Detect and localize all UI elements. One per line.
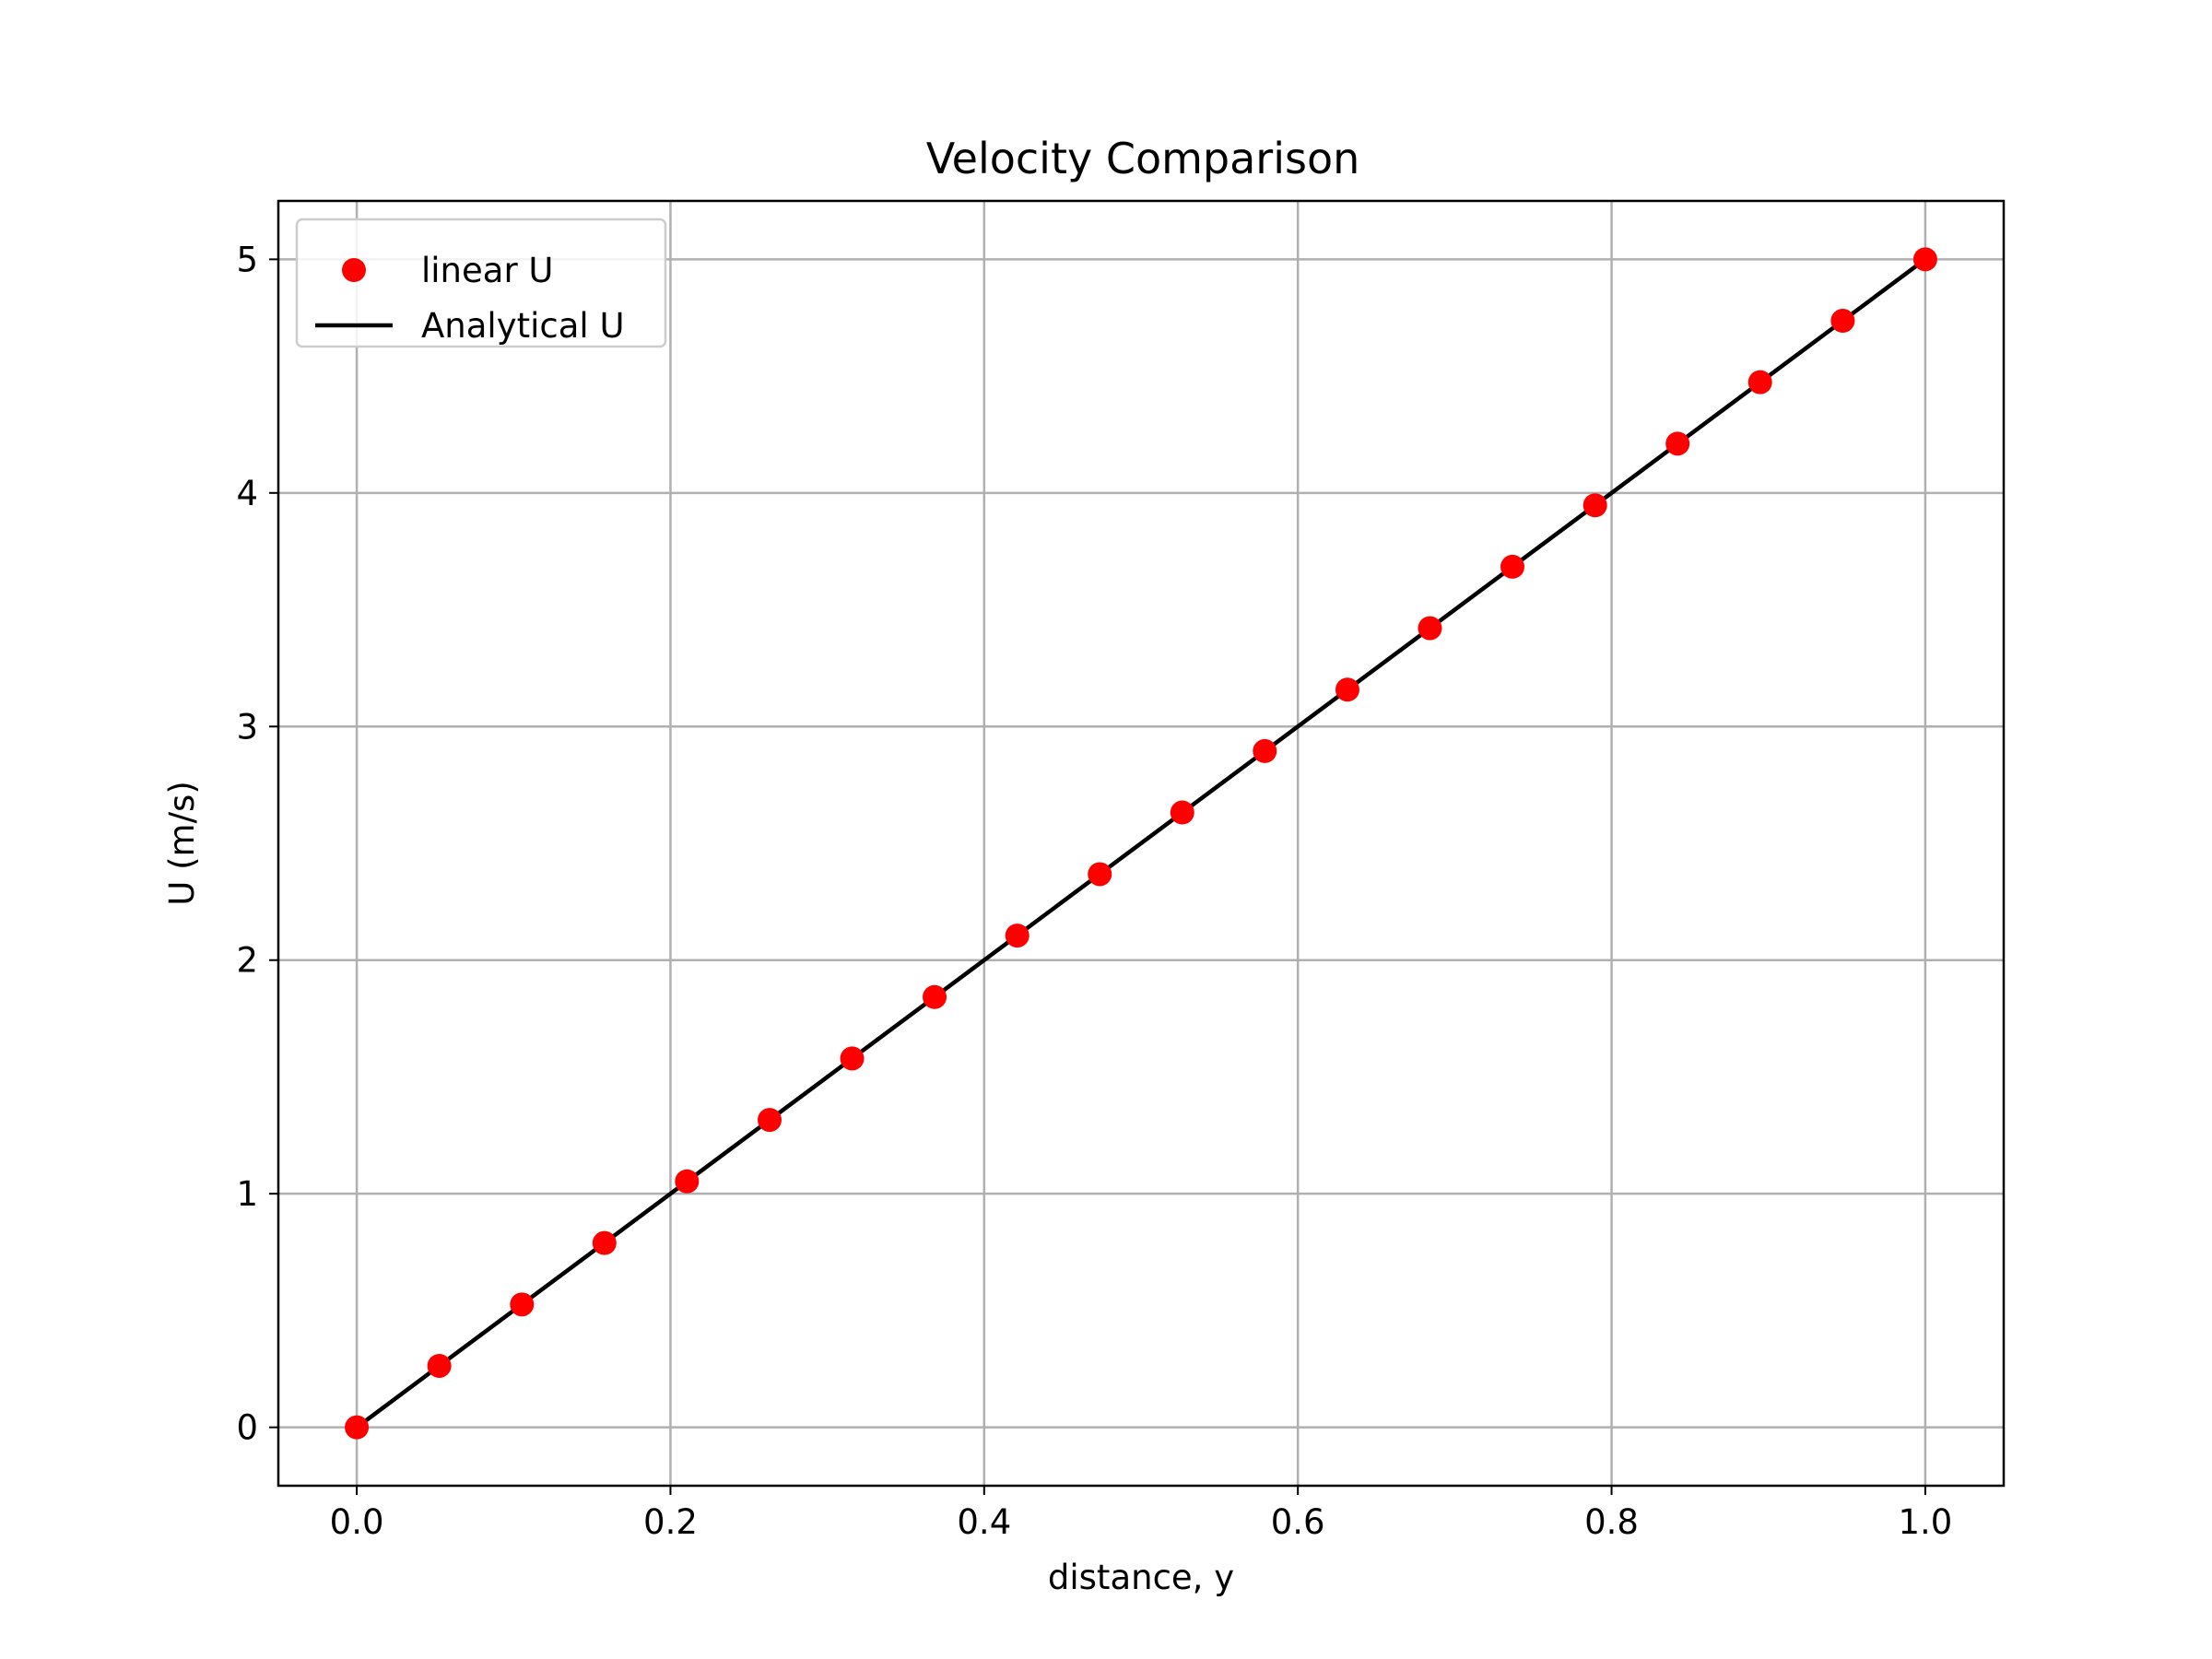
x-tick-label: 0.0 [330, 1502, 384, 1542]
data-point [345, 1415, 370, 1440]
plot-frame [276, 199, 2006, 1488]
data-point [1418, 616, 1442, 641]
y-tick-label: 0 [236, 1408, 258, 1448]
x-tick-label: 0.6 [1271, 1502, 1325, 1542]
data-point [1335, 677, 1359, 702]
y-axis-label: U (m/s) [162, 781, 202, 906]
axis-ticks: 0.0 0.2 0.4 0.6 0.8 1.0 0 1 2 3 4 5 [236, 240, 1952, 1542]
data-point [592, 1230, 617, 1255]
y-tick-label: 5 [236, 240, 258, 279]
data-point [1253, 738, 1277, 763]
data-point [923, 984, 947, 1009]
x-tick-label: 0.4 [957, 1502, 1011, 1542]
data-point [1830, 309, 1855, 334]
data-point [1170, 800, 1194, 825]
legend-label-linear: linear U [421, 251, 554, 290]
data-point [510, 1292, 535, 1317]
y-tick-label: 4 [236, 474, 258, 513]
data-point [1088, 862, 1112, 887]
grid [278, 201, 2004, 1486]
legend-box [295, 218, 667, 348]
data-point [1005, 924, 1030, 948]
data-point [1665, 431, 1690, 456]
x-tick-label: 0.8 [1584, 1502, 1639, 1542]
chart-title: Velocity Comparison [926, 134, 1360, 183]
y-tick-label: 1 [236, 1174, 258, 1214]
data-point [1500, 554, 1524, 579]
linear-series [345, 247, 1937, 1440]
data-point [758, 1108, 782, 1133]
data-point [1747, 370, 1772, 394]
legend-label-analytical: Analytical U [421, 306, 625, 346]
x-axis-label: distance, y [1048, 1558, 1234, 1597]
legend-marker-linear [342, 258, 366, 282]
x-tick-label: 0.2 [643, 1502, 698, 1542]
data-point [675, 1169, 700, 1194]
analytical-line [355, 257, 1927, 1430]
analytical-series [355, 257, 1927, 1430]
data-point [1912, 247, 1937, 272]
data-point [1583, 493, 1607, 518]
data-point [840, 1046, 865, 1071]
data-point [427, 1353, 452, 1378]
y-tick-label: 2 [236, 941, 258, 981]
x-tick-label: 1.0 [1898, 1502, 1952, 1542]
y-tick-label: 3 [236, 707, 258, 747]
legend: linear U Analytical U [295, 218, 667, 348]
